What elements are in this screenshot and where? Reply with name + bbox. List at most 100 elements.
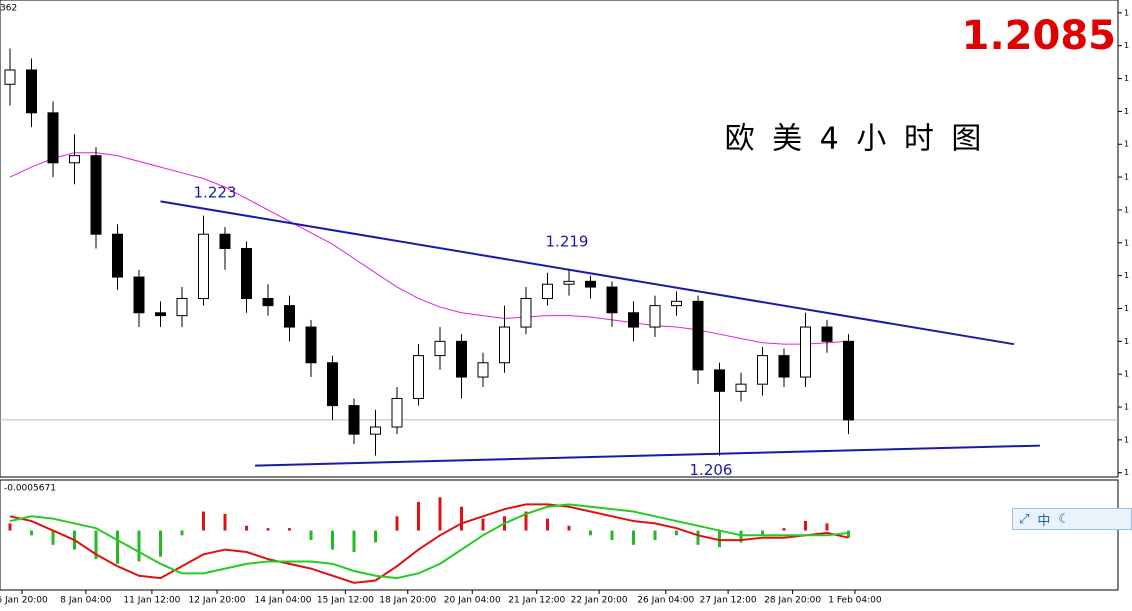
histogram-bar [309,530,313,541]
y-tick-label: 1 [1124,337,1129,346]
candle-body [69,155,80,164]
icon[interactable]: ☾ [1058,511,1071,527]
candle-body [348,405,360,435]
candle-body [133,276,145,314]
candle-body [606,286,618,314]
annotation: 1.206 [690,461,733,479]
histogram-bar [202,511,205,531]
x-tick-label: 12 Jan 20:00 [189,596,246,606]
histogram-bar [331,530,334,550]
y-tick-label: 1 [1124,107,1129,116]
candle-body [47,112,59,164]
histogram-bar [245,525,248,531]
moving-average [9,152,849,345]
sub-frame [0,479,1119,591]
x-tick-label: 21 Jan 12:00 [508,596,565,606]
y-tick-label: 1 [1124,271,1129,280]
toolbar-label[interactable]: 中 [1037,513,1051,529]
histogram-bar [180,530,184,536]
candle-body [198,233,209,299]
y-tick-label: 1 [1124,238,1129,247]
histogram-bar [116,530,119,564]
trendline [160,200,1015,346]
histogram-bar [782,528,786,531]
candle-body [456,340,467,378]
candle-body [585,280,596,288]
candle-body [499,326,510,364]
histogram-bar [567,525,571,531]
histogram-bar [610,530,614,541]
trendline [255,444,1040,467]
candle-body [26,69,37,114]
histogram-bar [675,530,678,536]
histogram-bar [352,530,356,552]
candle-body [413,355,424,399]
candle-body [370,426,381,435]
candle-body [714,369,725,392]
candle-body [284,305,295,328]
histogram-bar [739,530,743,543]
candle-body [4,69,16,85]
candle-body [477,362,489,378]
candle-body [800,326,811,378]
histogram-bar [51,530,55,545]
histogram-bar [30,530,33,536]
histogram-bar [546,518,549,531]
annotation: 1.223 [194,183,237,201]
toolbar[interactable]: ⤢ 中 ☾ [1012,508,1132,530]
candle-body [434,340,446,357]
y-tick-label: 1 [1124,304,1129,313]
candle-body [757,355,768,385]
x-tick-label: 28 Jan 20:00 [764,596,821,606]
x-tick-label: 8 Jan 04:00 [60,596,112,606]
corner-label: 362 [0,4,17,14]
y-tick-label: 1 [1124,173,1129,182]
candle-body [843,340,854,421]
histogram-bar [395,516,399,531]
histogram-bar [761,530,764,536]
x-tick-label: 14 Jan 04:00 [255,596,312,606]
histogram-bar [137,530,141,562]
macd-line [9,503,849,580]
histogram-bar [266,528,270,531]
histogram-bar [288,528,291,531]
histogram-bar [417,502,420,531]
candle-body [90,155,102,235]
histogram-bar [696,530,700,545]
histogram-bar [481,518,485,531]
y-tick-label: 1 [1124,8,1129,17]
x-tick-label: 6 Jan 20:00 [0,596,48,606]
candle-body [391,397,403,428]
x-tick-label: 18 Jan 20:00 [379,596,436,606]
x-tick-label: 11 Jan 12:00 [123,596,180,606]
candle-body [778,355,790,378]
candle-body [735,383,747,392]
x-tick-label: 15 Jan 12:00 [317,596,374,606]
candle-body [692,300,704,371]
candle-body [305,326,317,364]
histogram-bar [94,530,98,560]
histogram-bar [524,511,528,531]
histogram-bar [847,530,850,538]
candle-body [219,233,231,249]
y-tick-label: 1 [1124,435,1129,444]
y-tick-label: 1 [1124,205,1129,214]
candle-body [176,297,188,317]
histogram-bar [223,513,227,531]
histogram-bar [8,523,12,531]
histogram-bar [632,530,635,545]
histogram-bar [804,521,807,531]
x-tick-label: 27 Jan 12:00 [700,596,757,606]
icon[interactable]: ⤢ [1019,511,1030,527]
candle-body [628,312,639,328]
x-tick-label: 1 Feb 04:00 [828,596,882,606]
candle-body [542,283,553,299]
candle-body [112,233,123,278]
annotation: 1.219 [546,232,589,250]
chart-title: 欧 美 4 小 时 图 [725,122,986,157]
candle-body [563,280,575,285]
macd-value: -0.0005671 [4,484,56,494]
x-tick-label: 26 Jan 04:00 [637,596,694,606]
macd-line [9,503,849,584]
